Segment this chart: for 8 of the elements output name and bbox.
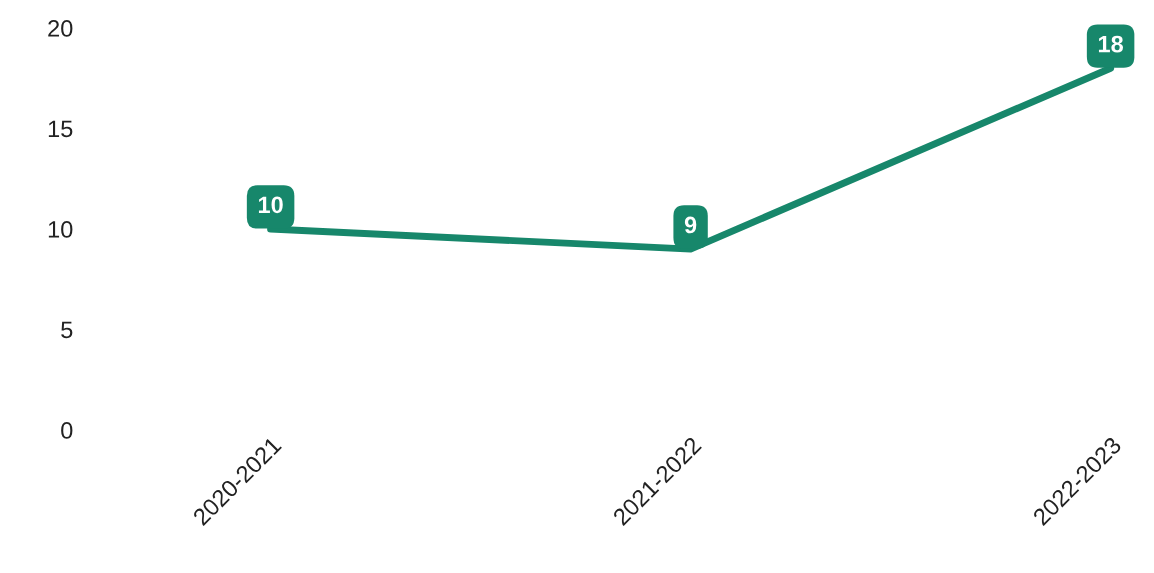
data-label: 9: [684, 216, 697, 234]
y-tick-label: 10: [48, 221, 73, 238]
y-tick-label: 20: [48, 20, 73, 37]
y-tick-label: 0: [61, 422, 73, 439]
data-label: 10: [258, 196, 283, 214]
data-label: 18: [1098, 35, 1124, 53]
y-tick-label: 5: [61, 321, 73, 339]
y-tick-label: 15: [48, 120, 73, 138]
